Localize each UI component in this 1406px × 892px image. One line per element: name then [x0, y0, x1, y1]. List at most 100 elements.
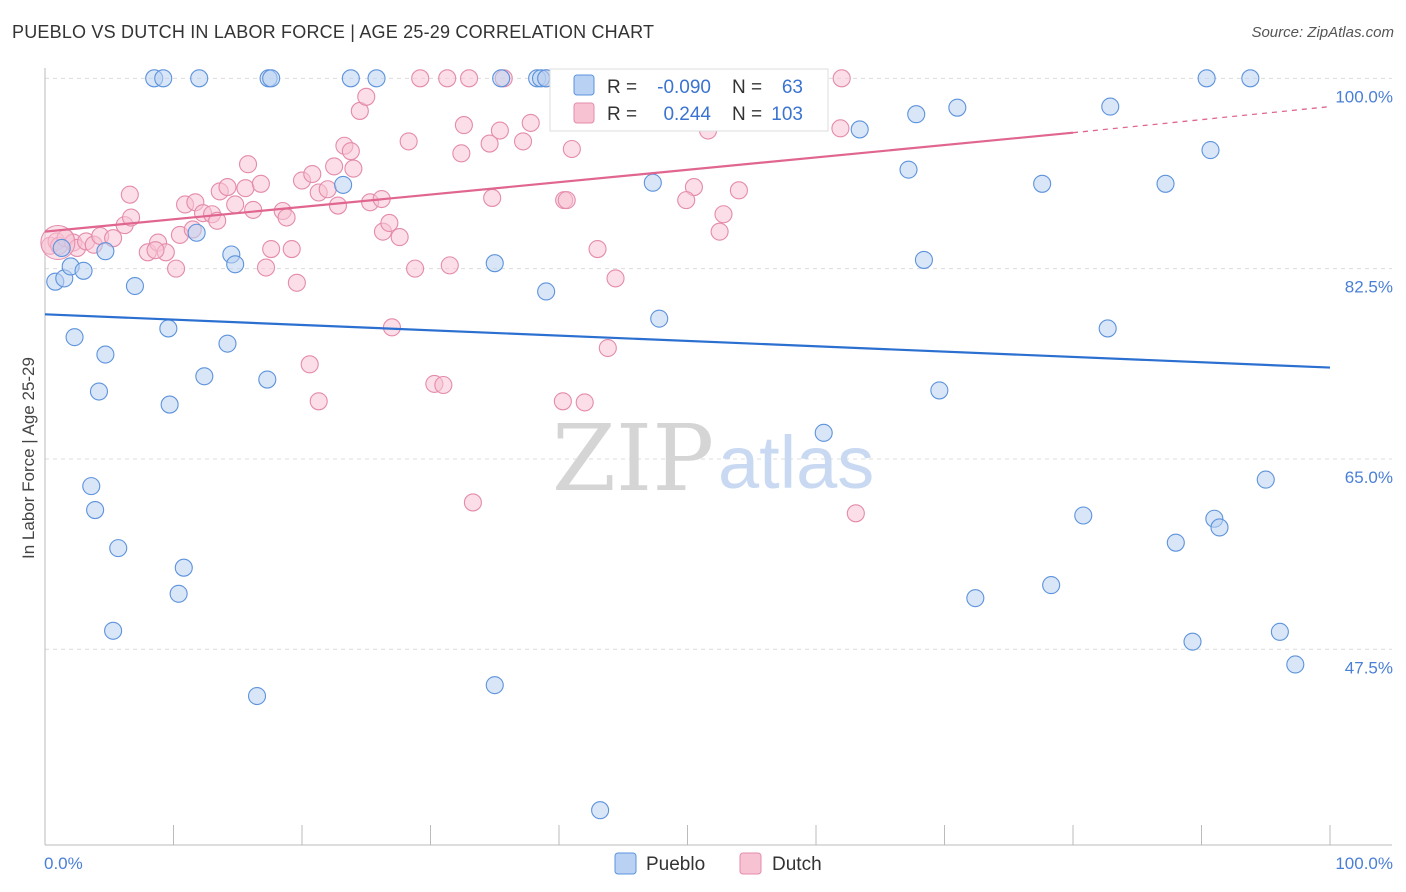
- pueblo-point-57: [1197, 69, 1216, 88]
- dutch-point-101: [463, 493, 482, 512]
- dutch-point-79: [606, 269, 625, 288]
- pueblo-point-66: [1256, 470, 1275, 489]
- pueblo-point-30: [169, 584, 188, 603]
- dutch-point-102: [309, 392, 328, 411]
- pueblo-point-16: [187, 223, 206, 242]
- dutch-point-43: [325, 157, 344, 176]
- stats-r-label-dutch: R =: [607, 104, 637, 125]
- dutch-point-29: [238, 155, 258, 174]
- pueblo-point-60: [1042, 576, 1061, 595]
- dutch-point-70: [513, 132, 533, 151]
- dutch-point-66: [480, 134, 499, 153]
- pueblo-point-10: [160, 395, 179, 414]
- dutch-point-33: [262, 240, 281, 259]
- dutch-point-78: [598, 338, 617, 358]
- dutch-point-35: [277, 208, 296, 227]
- pueblo-point-8: [96, 345, 115, 364]
- dutch-point-57: [406, 259, 425, 278]
- dutch-point-64: [454, 116, 473, 135]
- stats-r-label-pueblo: R =: [607, 77, 637, 98]
- legend-label-pueblo: Pueblo: [646, 854, 705, 875]
- dutch-point-96: [729, 181, 748, 200]
- stats-n-label-pueblo: N =: [732, 77, 762, 98]
- pueblo-point-18: [334, 175, 353, 194]
- pueblo-point-48: [914, 250, 933, 269]
- dutch-point-97: [832, 69, 851, 88]
- dutch-point-74: [557, 191, 576, 210]
- dutch-point-39: [300, 355, 319, 374]
- pueblo-point-5: [96, 242, 115, 261]
- pueblo-point-9: [89, 382, 109, 401]
- pueblo-point-43: [643, 173, 662, 192]
- x-tick-label-1: 100.0%: [1335, 854, 1393, 873]
- pueblo-point-53: [1098, 319, 1117, 338]
- pueblo-point-23: [262, 69, 281, 88]
- pueblo-point-12: [195, 367, 214, 386]
- pueblo-point-70: [591, 801, 610, 820]
- dutch-point-46: [341, 142, 360, 161]
- stats-n-label-dutch: N =: [732, 104, 762, 125]
- chart-title: PUEBLO VS DUTCH IN LABOR FORCE | AGE 25-…: [12, 22, 655, 42]
- pueblo-point-62: [1166, 533, 1185, 552]
- pueblo-point-42: [537, 282, 556, 301]
- legend-label-dutch: Dutch: [772, 854, 822, 875]
- pueblo-point-69: [485, 676, 504, 695]
- pueblo-point-7: [65, 328, 84, 347]
- dutch-point-56: [399, 132, 418, 151]
- dutch-point-30: [244, 200, 263, 219]
- pueblo-point-59: [1074, 506, 1093, 525]
- pueblo-point-65: [1183, 632, 1202, 651]
- dutch-point-42: [318, 180, 337, 199]
- dutch-point-65: [459, 69, 479, 88]
- dutch-point-12: [122, 208, 141, 227]
- dutch-point-17: [167, 259, 186, 278]
- dutch-point-99: [575, 393, 594, 412]
- pueblo-point-21: [190, 69, 209, 88]
- dutch-point-60: [434, 375, 453, 395]
- dutch-point-32: [256, 258, 276, 277]
- dutch-point-53: [380, 213, 399, 232]
- pueblo-point-67: [1270, 622, 1289, 641]
- pueblo-point-44: [650, 309, 669, 328]
- dutch-point-90: [710, 222, 729, 241]
- dutch-point-68: [490, 121, 509, 140]
- pueblo-point-11: [159, 319, 178, 338]
- dutch-point-103: [846, 504, 865, 523]
- x-tick-label-0: 0.0%: [44, 854, 83, 873]
- x-tick-labels: 0.0% 100.0%: [44, 854, 1393, 873]
- y-tick-label-2: 65.0%: [1345, 468, 1393, 487]
- pueblo-point-17: [258, 370, 277, 389]
- pueblo-point-6: [125, 276, 144, 296]
- dutch-point-40: [303, 164, 322, 184]
- dutch-point-36: [282, 240, 301, 259]
- pueblo-point-25: [367, 69, 386, 88]
- pueblo-trend-line: [44, 313, 1331, 369]
- dutch-point-61: [438, 69, 457, 88]
- dutch-point-98: [831, 119, 850, 138]
- pueblo-point-2: [52, 238, 71, 258]
- legend: Pueblo Dutch: [614, 852, 822, 875]
- dutch-point-58: [411, 69, 430, 88]
- pueblo-point-49: [948, 98, 967, 117]
- pueblo-point-20: [154, 69, 173, 88]
- dutch-trend-extension: [1072, 105, 1331, 134]
- pueblo-point-29: [174, 558, 193, 577]
- stats-swatch-dutch: [573, 102, 595, 124]
- pueblo-point-4: [74, 261, 93, 280]
- pueblo-point-47: [907, 105, 926, 124]
- pueblo-point-26: [82, 477, 101, 496]
- pueblo-point-61: [966, 589, 985, 608]
- dutch-point-88: [677, 191, 696, 210]
- watermark-atlas: atlas: [718, 421, 874, 504]
- dutch-point-44: [328, 196, 348, 215]
- dutch-point-55: [390, 228, 409, 247]
- pueblo-point-50: [930, 381, 949, 400]
- dutch-point-62: [440, 256, 459, 275]
- y-tick-labels: 100.0% 82.5% 65.0% 47.5%: [1335, 87, 1393, 677]
- pueblo-point-55: [1156, 174, 1175, 193]
- pueblo-point-34: [485, 254, 504, 273]
- pueblo-point-58: [1241, 69, 1260, 88]
- y-axis-label: In Labor Force | Age 25-29: [19, 357, 38, 559]
- axes: [44, 68, 1392, 846]
